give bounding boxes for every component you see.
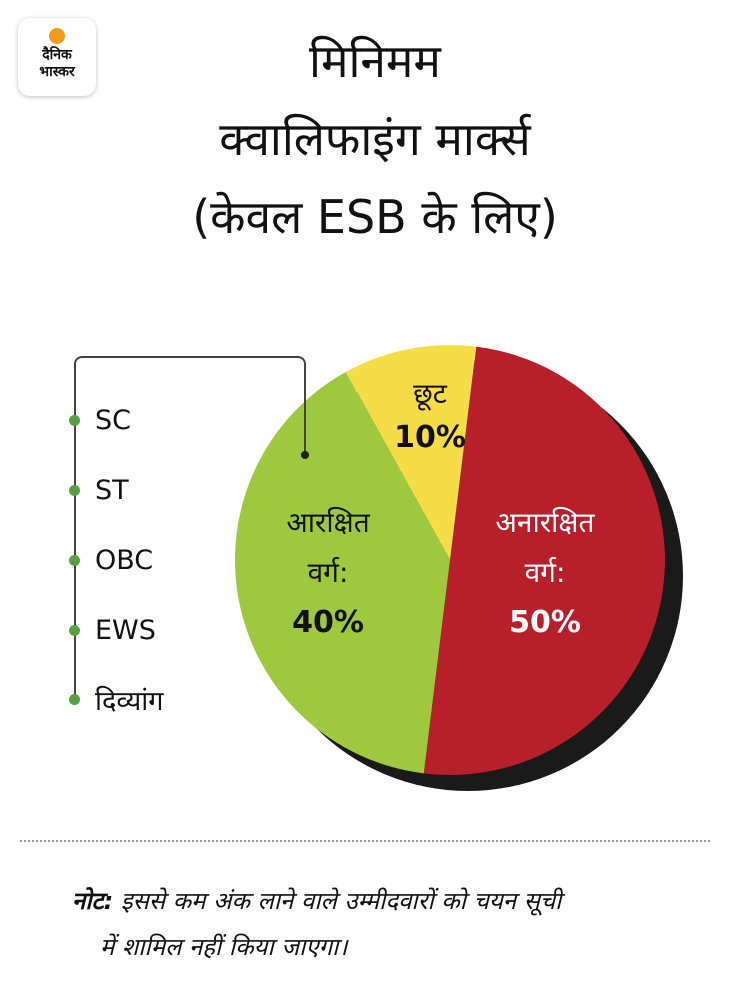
legend-item-st: ST bbox=[60, 470, 129, 510]
sun-icon bbox=[49, 28, 65, 44]
slice-label-relaxation: छूट 10% bbox=[385, 372, 475, 460]
legend-dot-icon bbox=[69, 484, 80, 496]
logo-text-line2: भास्कर bbox=[39, 64, 75, 80]
legend-dot-icon bbox=[69, 693, 80, 705]
legend-dot-icon bbox=[69, 414, 80, 426]
slice-percent: 40% bbox=[292, 605, 364, 640]
divider bbox=[20, 840, 710, 842]
page-title: मिनिमम क्वालिफाइंग मार्क्स (केवल ESB के … bbox=[110, 22, 640, 256]
title-line2: क्वालिफाइंग मार्क्स bbox=[219, 112, 531, 166]
logo-text-line1: दैनिक bbox=[42, 47, 72, 63]
slice-percent: 10% bbox=[394, 420, 466, 455]
pie-slice-1 bbox=[234, 371, 450, 774]
slice-label-reserved: आरक्षित वर्ग: 40% bbox=[268, 498, 388, 648]
legend-item-divyang: दिव्यांग bbox=[60, 679, 163, 719]
slice-percent: 50% bbox=[509, 605, 581, 640]
pie-slice-0 bbox=[423, 346, 665, 775]
legend-item-ews: EWS bbox=[60, 610, 156, 650]
legend-label: EWS bbox=[95, 614, 156, 646]
note-label: नोट: bbox=[72, 887, 114, 915]
legend-label: ST bbox=[95, 474, 129, 506]
slice-name-line1: अनारक्षित bbox=[495, 506, 595, 539]
slice-name-line2: वर्ग: bbox=[524, 556, 566, 589]
legend-label: SC bbox=[95, 404, 131, 436]
note-text-line2: में शामिल नहीं किया जाएगा। bbox=[100, 933, 348, 961]
legend-dot-icon bbox=[69, 554, 80, 566]
slice-label-unreserved: अनारक्षित वर्ग: 50% bbox=[470, 498, 620, 648]
pie-slice-2 bbox=[345, 345, 477, 560]
slice-name-line1: आरक्षित bbox=[286, 506, 370, 539]
title-line1: मिनिमम bbox=[309, 34, 441, 88]
dainik-bhaskar-logo: दैनिक भास्कर bbox=[18, 18, 96, 96]
legend-dot-icon bbox=[69, 624, 80, 636]
legend-label: दिव्यांग bbox=[95, 685, 164, 717]
slice-name-line2: वर्ग: bbox=[307, 556, 349, 589]
legend-item-sc: SC bbox=[60, 400, 131, 440]
legend-item-obc: OBC bbox=[60, 540, 153, 580]
note-text-line1: इससे कम अंक लाने वाले उम्मीदवारों को चयन… bbox=[120, 887, 562, 915]
legend-label: OBC bbox=[95, 544, 154, 576]
slice-name-line1: छूट bbox=[413, 377, 447, 410]
note: नोट: इससे कम अंक लाने वाले उम्मीदवारों क… bbox=[72, 878, 692, 970]
title-line3: (केवल ESB के लिए) bbox=[192, 190, 558, 244]
